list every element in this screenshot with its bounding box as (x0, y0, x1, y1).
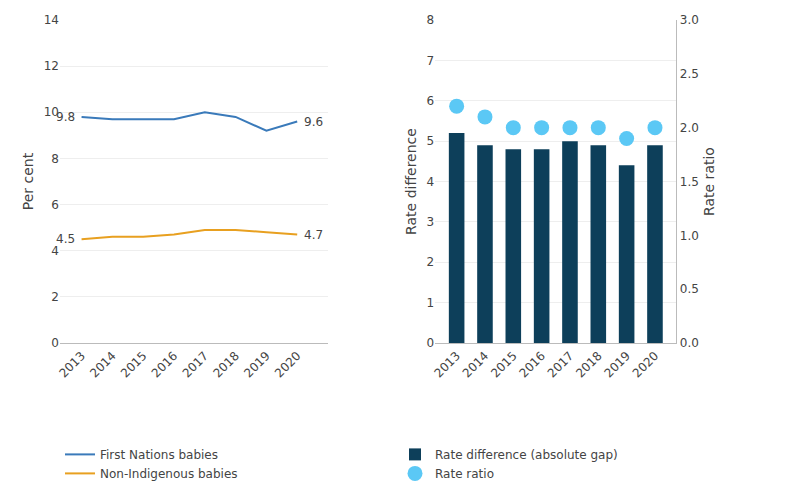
svg-text:2019: 2019 (601, 349, 632, 380)
svg-text:2020: 2020 (272, 349, 303, 380)
svg-text:2020: 2020 (630, 349, 661, 380)
svg-text:2.0: 2.0 (680, 121, 699, 135)
svg-text:Rate ratio: Rate ratio (435, 467, 494, 481)
svg-text:4: 4 (51, 244, 59, 258)
svg-text:Rate difference (absolute gap): Rate difference (absolute gap) (435, 448, 618, 462)
svg-text:2017: 2017 (180, 349, 211, 380)
svg-text:2017: 2017 (545, 349, 576, 380)
svg-text:2014: 2014 (87, 349, 118, 380)
svg-text:3.0: 3.0 (680, 13, 699, 27)
svg-text:9.8: 9.8 (56, 110, 75, 124)
svg-text:0: 0 (51, 336, 59, 350)
svg-text:2018: 2018 (573, 349, 604, 380)
svg-text:6: 6 (427, 94, 435, 108)
svg-text:6: 6 (51, 198, 59, 212)
svg-text:4.5: 4.5 (56, 232, 75, 246)
svg-text:Non-Indigenous babies: Non-Indigenous babies (100, 467, 238, 481)
svg-text:2015: 2015 (118, 349, 149, 380)
svg-text:3: 3 (427, 215, 435, 229)
svg-text:0.0: 0.0 (680, 336, 699, 350)
svg-text:Rate difference: Rate difference (403, 128, 419, 235)
svg-text:0: 0 (427, 336, 435, 350)
svg-text:2015: 2015 (488, 349, 519, 380)
svg-text:2016: 2016 (149, 349, 180, 380)
svg-text:2013: 2013 (56, 349, 87, 380)
svg-text:2019: 2019 (241, 349, 272, 380)
svg-text:5: 5 (427, 134, 435, 148)
svg-text:2016: 2016 (516, 349, 547, 380)
svg-text:2018: 2018 (210, 349, 241, 380)
svg-text:14: 14 (44, 13, 59, 27)
svg-text:9.6: 9.6 (304, 115, 323, 129)
svg-text:2014: 2014 (460, 349, 491, 380)
svg-text:2: 2 (51, 290, 59, 304)
svg-text:0.5: 0.5 (680, 282, 699, 296)
svg-text:Per cent: Per cent (20, 152, 36, 210)
svg-text:1.0: 1.0 (680, 229, 699, 243)
svg-text:1.5: 1.5 (680, 175, 699, 189)
svg-text:8: 8 (51, 152, 59, 166)
svg-text:Rate ratio: Rate ratio (701, 147, 717, 216)
svg-text:2013: 2013 (432, 349, 463, 380)
svg-text:7: 7 (427, 54, 435, 68)
svg-text:10: 10 (44, 105, 59, 119)
svg-text:2.5: 2.5 (680, 67, 699, 81)
svg-text:2: 2 (427, 255, 435, 269)
svg-text:1: 1 (427, 296, 435, 310)
svg-text:First Nations babies: First Nations babies (100, 448, 218, 462)
svg-text:4: 4 (427, 175, 435, 189)
svg-text:4.7: 4.7 (304, 228, 323, 242)
svg-text:8: 8 (427, 13, 435, 27)
svg-text:12: 12 (44, 59, 59, 73)
